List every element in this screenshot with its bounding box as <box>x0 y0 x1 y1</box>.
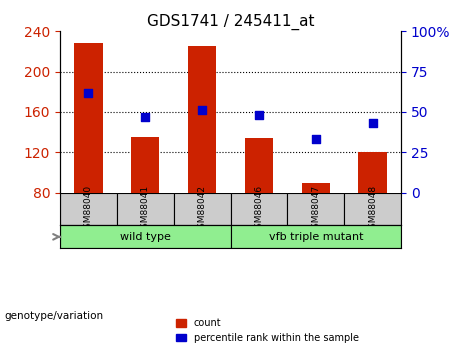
FancyBboxPatch shape <box>230 193 287 225</box>
FancyBboxPatch shape <box>344 193 401 225</box>
Text: vfb triple mutant: vfb triple mutant <box>269 232 363 242</box>
Point <box>369 120 376 126</box>
Bar <box>131 137 160 193</box>
FancyBboxPatch shape <box>60 193 117 225</box>
Legend: count, percentile rank within the sample: count, percentile rank within the sample <box>172 314 362 345</box>
Point <box>255 112 263 118</box>
FancyBboxPatch shape <box>230 225 401 248</box>
FancyBboxPatch shape <box>287 193 344 225</box>
Text: GSM88040: GSM88040 <box>84 185 93 234</box>
Point <box>142 114 149 120</box>
Bar <box>301 183 330 193</box>
Text: genotype/variation: genotype/variation <box>5 311 104 321</box>
Bar <box>74 43 102 193</box>
Point <box>198 108 206 113</box>
Text: wild type: wild type <box>120 232 171 242</box>
Bar <box>188 46 216 193</box>
Bar <box>245 138 273 193</box>
Text: GSM88047: GSM88047 <box>311 185 320 234</box>
FancyBboxPatch shape <box>117 193 174 225</box>
Point <box>85 90 92 95</box>
Text: GSM88041: GSM88041 <box>141 185 150 234</box>
FancyBboxPatch shape <box>60 225 230 248</box>
Text: GSM88046: GSM88046 <box>254 185 263 234</box>
Point <box>312 137 319 142</box>
Text: GSM88042: GSM88042 <box>198 185 207 234</box>
FancyBboxPatch shape <box>174 193 230 225</box>
Title: GDS1741 / 245411_at: GDS1741 / 245411_at <box>147 13 314 30</box>
Text: GSM88048: GSM88048 <box>368 185 377 234</box>
Bar <box>358 152 387 193</box>
